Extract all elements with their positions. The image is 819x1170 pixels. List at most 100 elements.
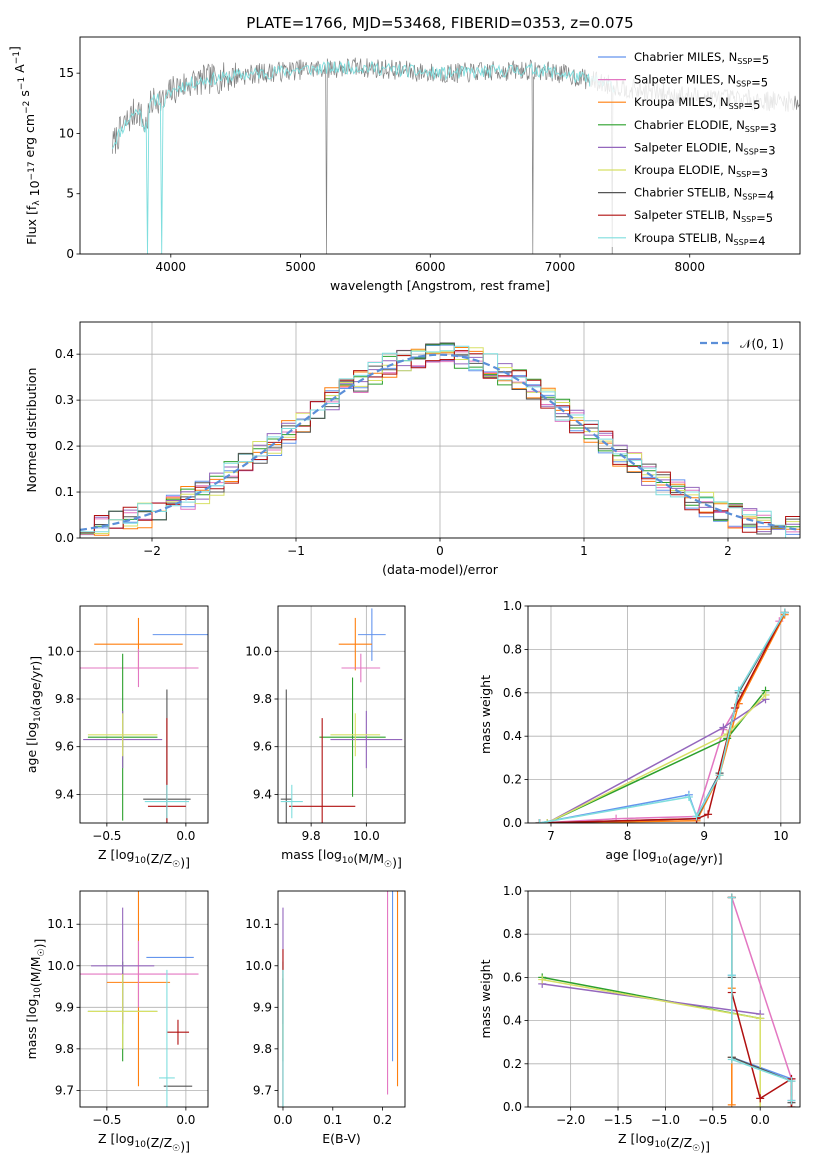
residual-histogram: [80, 349, 800, 535]
x-tick-label: −1.0: [651, 1113, 680, 1127]
x-tick-label: 0.0: [751, 1113, 770, 1127]
error-bar-point: [166, 1019, 190, 1045]
error-bar-point: [330, 713, 381, 757]
x-tick-label: 5000: [285, 260, 316, 274]
x-tick-label: 2: [724, 544, 732, 558]
y-tick-label: 0.2: [55, 439, 74, 453]
y-tick-label: 9.8: [55, 1042, 74, 1056]
error-bar-point: [289, 718, 356, 823]
y-tick-label: 5: [66, 187, 74, 201]
axes-frame: [79, 321, 801, 539]
y-tick-label: 10.0: [245, 959, 272, 973]
x-tick-label: 7000: [545, 260, 576, 274]
error-bar-point: [358, 608, 386, 661]
x-axis-label: age [log10(age/yr)]: [605, 847, 722, 866]
y-tick-label: 9.6: [55, 740, 74, 754]
axes-frame: [79, 36, 801, 255]
weight-line: [539, 612, 786, 823]
weight-marker: [727, 893, 736, 902]
axes-frame: [79, 605, 209, 824]
y-axis-label: mass weight: [478, 675, 493, 754]
y-tick-label: 0.6: [503, 686, 522, 700]
legend-label: Salpeter ELODIE, NSSP=3: [634, 140, 776, 157]
panel-spectrum: 4000 5000 6000 7000 8000 0 5 10 15 wavelength [An…: [7, 36, 801, 293]
plot-area: [282, 891, 399, 1107]
x-tick-label: 7: [547, 829, 555, 843]
y-tick-label: 9.9: [55, 1000, 74, 1014]
y-tick-label: 10.0: [245, 644, 272, 658]
x-tick-label: 9.8: [302, 829, 321, 843]
x-tick-label: 8000: [674, 260, 705, 274]
weight-marker: [756, 1094, 765, 1103]
weight-marker: [538, 975, 547, 984]
legend-label: Kroupa ELODIE, NSSP=3: [634, 163, 768, 180]
y-axis-label: Normed distribution: [24, 368, 39, 493]
y-axis-label: mass [log10(M/M☉)]: [24, 939, 47, 1060]
x-tick-label: 9: [700, 829, 708, 843]
x-tick-label: 8: [624, 829, 632, 843]
weight-marker: [684, 792, 693, 801]
weight-marker: [719, 723, 728, 732]
weight-marker: [704, 810, 713, 819]
x-axis-label: mass [log10(M/M☉)]: [281, 847, 402, 870]
x-tick-label: −1: [287, 544, 305, 558]
error-bar-point: [319, 677, 386, 797]
y-tick-label: 9.8: [55, 692, 74, 706]
x-tick-label: 0.0: [176, 829, 195, 843]
plot-area: [80, 322, 800, 538]
legend-label: Kroupa MILES, NSSP=5: [634, 95, 761, 112]
x-axis-label: wavelength [Angstrom, rest frame]: [330, 278, 550, 293]
y-tick-label: 10.0: [47, 959, 74, 973]
y-tick-label: 15: [59, 66, 74, 80]
error-bar-point: [87, 974, 158, 1049]
y-axis-label: Flux [fλ 10−17 erg cm−2 s−1 A−1]: [7, 46, 42, 245]
figure-title: PLATE=1766, MJD=53468, FIBERID=0353, z=0…: [246, 14, 633, 32]
x-tick-label: −1.5: [603, 1113, 632, 1127]
y-tick-label: 10.0: [47, 644, 74, 658]
y-tick-label: 0.4: [55, 347, 74, 361]
axes-frame: [527, 890, 801, 1108]
weight-marker: [787, 1096, 796, 1105]
axes-frame: [277, 605, 406, 824]
y-axis-label: age [log10(age/yr)]: [24, 656, 43, 773]
residual-histogram: [80, 342, 800, 535]
x-axis-label: E(B-V): [322, 1131, 361, 1146]
error-bar-point: [144, 784, 190, 819]
y-tick-label: 10.1: [47, 917, 74, 931]
axes-frame: [527, 605, 801, 824]
y-tick-label: 0.0: [503, 816, 522, 830]
error-bar-point: [80, 940, 199, 1008]
weight-marker: [692, 812, 701, 821]
residual-histogram: [80, 345, 800, 538]
panel-mass-vs-ebv: 0.0 0.1 0.2 9.7 9.8 9.9 10.0 10.1 E(B-V): [245, 890, 406, 1146]
legend-label: Chabrier MILES, NSSP=5: [634, 50, 769, 67]
plot-area: [80, 891, 208, 1107]
x-tick-label: 0.0: [176, 1113, 195, 1127]
y-tick-label: 9.4: [253, 787, 272, 801]
error-bar-point: [280, 689, 292, 823]
x-tick-label: −0.5: [92, 829, 121, 843]
weight-marker: [535, 819, 544, 823]
error-bar-point: [338, 617, 372, 671]
x-axis-label: Z [log10(Z/Z☉)]: [98, 1131, 190, 1154]
legend-label: Kroupa STELIB, NSSP=4: [634, 231, 765, 248]
x-tick-label: 0.0: [273, 1113, 292, 1127]
y-axis-label: mass weight: [478, 959, 493, 1038]
x-tick-label: −0.5: [698, 1113, 727, 1127]
plot-area: [278, 606, 405, 823]
model-spectrum: [111, 60, 615, 254]
x-tick-label: 4000: [156, 260, 187, 274]
x-tick-label: 10.0: [353, 829, 380, 843]
plot-area: [528, 606, 800, 823]
y-tick-label: 9.7: [55, 1083, 74, 1097]
weight-marker: [727, 971, 736, 980]
y-tick-label: 0.8: [503, 642, 522, 656]
weight-marker: [756, 1014, 765, 1023]
x-tick-label: 0.2: [373, 1113, 392, 1127]
x-tick-label: 0: [436, 544, 444, 558]
weight-marker: [715, 771, 724, 780]
x-tick-label: −2.0: [556, 1113, 585, 1127]
x-tick-label: −0.5: [92, 1113, 121, 1127]
weight-marker: [756, 1103, 765, 1107]
y-tick-label: 0.6: [503, 970, 522, 984]
